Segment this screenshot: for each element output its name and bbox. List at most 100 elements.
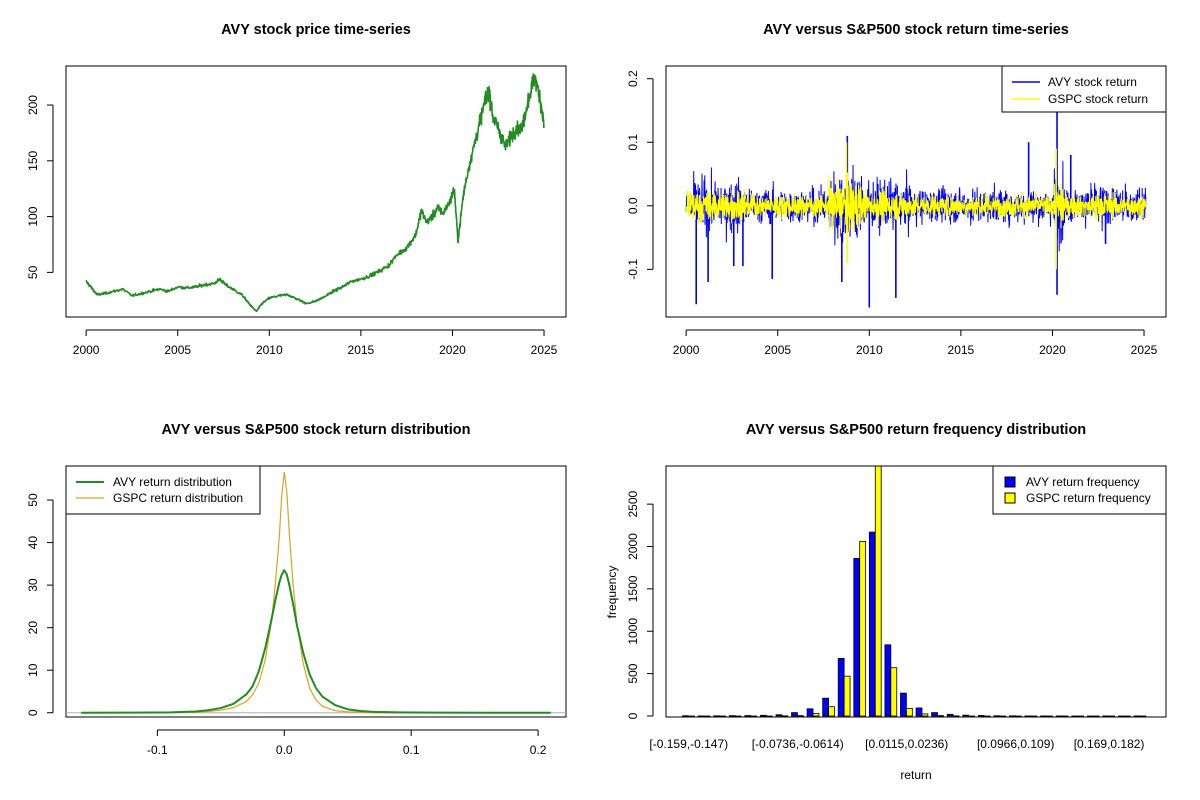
x-category-label: [0.169,0.182) <box>1074 737 1145 751</box>
plot-frame <box>65 65 567 318</box>
avy-frequency-bar <box>977 715 985 717</box>
avy-frequency-bar <box>853 557 861 717</box>
avy-frequency-bar <box>884 644 892 717</box>
x-tick-label: 2000 <box>73 343 100 357</box>
avy-frequency-bar <box>837 657 845 717</box>
avy-frequency-bar <box>806 708 814 717</box>
plot-frame <box>65 465 567 718</box>
y-tick-label: 0 <box>626 712 640 719</box>
avy-frequency-bar <box>946 713 954 717</box>
y-tick-label: 2000 <box>626 533 640 560</box>
y-tick-label: 40 <box>26 536 40 550</box>
avy-frequency-bar <box>868 531 876 717</box>
x-tick-label: 2015 <box>348 343 375 357</box>
gspc-frequency-bar <box>812 713 820 717</box>
x-tick-label: 2025 <box>1131 343 1158 357</box>
gspc-frequency-bar <box>906 707 913 717</box>
avy-frequency-bar <box>962 714 970 717</box>
returns-chart: AVY versus S&P500 stock return time-seri… <box>626 22 1167 357</box>
x-tick-label: 2025 <box>531 343 558 357</box>
avy-frequency-bar <box>791 712 798 717</box>
avy-frequency-bar <box>682 715 689 717</box>
gspc-frequency-bar <box>797 715 804 717</box>
legend-box <box>65 465 261 515</box>
avy-frequency-bar <box>775 714 783 717</box>
avy-frequency-bar <box>822 697 829 717</box>
x-tick-label: 2005 <box>164 343 191 357</box>
y-tick-label: 1000 <box>626 618 640 645</box>
x-axis-title: return <box>900 768 931 782</box>
y-tick-label: 30 <box>26 578 40 592</box>
x-tick-label: 2005 <box>764 343 791 357</box>
legend-label: AVY return frequency <box>1026 475 1140 489</box>
y-tick-label: 150 <box>26 150 40 170</box>
x-tick-label: -0.1 <box>147 743 168 757</box>
bars <box>682 466 1147 717</box>
chart-title: AVY versus S&P500 stock return distribut… <box>162 422 471 438</box>
price-chart: AVY stock price time-series 2000 2005 2010 2… <box>26 22 567 357</box>
legend-box <box>992 465 1167 515</box>
gspc-frequency-bar <box>859 541 867 717</box>
x-tick-label: 0.0 <box>276 743 293 757</box>
plot-frame <box>665 465 1167 718</box>
y-tick-label: 0 <box>26 709 40 716</box>
legend-swatch <box>1004 476 1016 488</box>
frequency-chart: AVY versus S&P500 return frequency distr… <box>605 422 1167 782</box>
avy-frequency-bar <box>915 707 923 717</box>
avy-frequency-bar <box>728 715 736 717</box>
x-tick-label: 2010 <box>856 343 883 357</box>
legend: AVY stock return GSPC stock return <box>1001 65 1167 113</box>
legend-label: GSPC return frequency <box>1026 491 1151 505</box>
y-tick-label: 10 <box>26 663 40 677</box>
legend: AVY return distribution GSPC return distr… <box>65 465 261 515</box>
x-tick-label: 2010 <box>256 343 283 357</box>
legend-label: AVY stock return <box>1048 75 1137 89</box>
y-axis-title: frequency <box>605 566 619 619</box>
y-tick-label: 0.2 <box>626 70 640 87</box>
gspc-frequency-bar <box>874 466 882 717</box>
y-tick-label: 0.1 <box>626 134 640 151</box>
gspc-frequency-bar <box>921 713 929 717</box>
y-tick-label: 50 <box>26 265 40 279</box>
x-category-label: [-0.0736,-0.0614) <box>752 737 844 751</box>
legend: AVY return frequency GSPC return frequenc… <box>992 465 1167 515</box>
avy-price-line <box>85 73 545 313</box>
gspc-density-line <box>81 471 551 714</box>
avy-frequency-bar <box>993 715 1001 717</box>
gspc-frequency-bar <box>828 706 835 717</box>
x-tick-label: 0.1 <box>403 743 420 757</box>
avy-frequency-bar <box>931 712 938 717</box>
legend-label: GSPC return distribution <box>113 491 243 505</box>
y-tick-label: 100 <box>26 206 40 226</box>
chart-title: AVY stock price time-series <box>221 22 411 38</box>
y-tick-label: 20 <box>26 621 40 635</box>
x-category-label: [0.0115,0.0236) <box>865 737 948 751</box>
y-tick-label: 0.0 <box>626 197 640 214</box>
x-category-label: [0.0966,0.109) <box>977 737 1054 751</box>
y-tick-label: 50 <box>26 493 40 507</box>
chart-title: AVY versus S&P500 stock return time-seri… <box>763 22 1069 38</box>
gspc-frequency-bar <box>843 675 851 717</box>
legend-swatch <box>1004 492 1016 504</box>
avy-density-line <box>81 569 551 714</box>
y-tick-label: -0.1 <box>626 259 640 280</box>
y-tick-label: 500 <box>626 663 640 683</box>
avy-frequency-bar <box>759 714 767 717</box>
avy-frequency-bar <box>900 692 907 717</box>
gspc-frequency-bar <box>937 715 944 717</box>
density-chart: AVY versus S&P500 stock return distribut… <box>26 422 567 757</box>
x-tick-label: 0.2 <box>530 743 547 757</box>
x-tick-label: 2000 <box>673 343 700 357</box>
gspc-return-line <box>685 172 1147 234</box>
x-tick-label: 2020 <box>1039 343 1066 357</box>
x-tick-label: 2020 <box>439 343 466 357</box>
plot-frame <box>665 65 1167 318</box>
x-category-label: [-0.159,-0.147) <box>649 737 728 751</box>
x-tick-label: 2015 <box>948 343 975 357</box>
gspc-frequency-bar <box>890 667 898 717</box>
y-tick-label: 200 <box>26 95 40 115</box>
y-tick-label: 2500 <box>626 490 640 517</box>
legend-label: AVY return distribution <box>113 475 232 489</box>
legend-label: GSPC stock return <box>1048 92 1148 106</box>
